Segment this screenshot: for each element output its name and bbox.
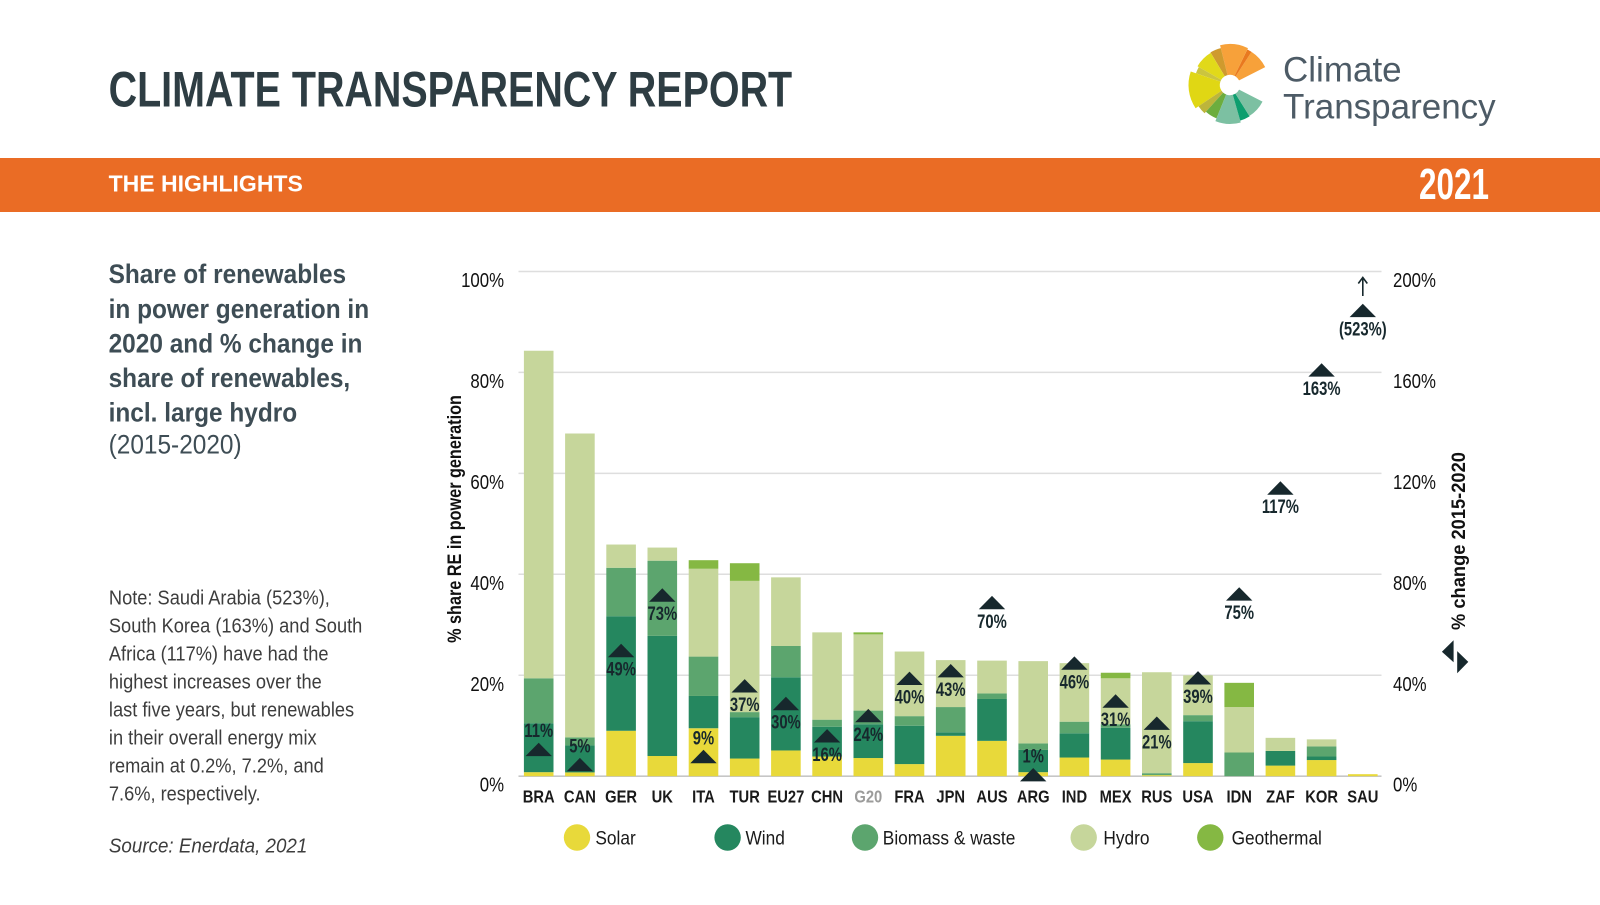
svg-text:Wind: Wind [746, 828, 785, 849]
svg-text:CLIMATE TRANSPARENCY REPORT: CLIMATE TRANSPARENCY REPORT [109, 61, 793, 118]
svg-text:share of renewables,: share of renewables, [109, 364, 351, 393]
svg-text:EU27: EU27 [767, 787, 804, 807]
svg-text:5%: 5% [569, 736, 590, 757]
svg-text:43%: 43% [936, 679, 966, 700]
svg-text:MEX: MEX [1100, 787, 1132, 807]
svg-text:last five years, but renewable: last five years, but renewables [109, 699, 354, 722]
svg-text:BRA: BRA [523, 787, 555, 807]
svg-text:ITA: ITA [692, 787, 715, 807]
svg-text:16%: 16% [812, 744, 842, 765]
svg-text:39%: 39% [1183, 686, 1213, 707]
svg-text:FRA: FRA [894, 787, 924, 807]
svg-text:Transparency: Transparency [1283, 88, 1496, 127]
svg-text:49%: 49% [606, 659, 636, 680]
svg-text:South Korea (163%) and South: South Korea (163%) and South [109, 615, 362, 638]
svg-text:CAN: CAN [564, 787, 596, 807]
svg-text:80%: 80% [1393, 571, 1427, 594]
svg-text:2021: 2021 [1419, 160, 1489, 209]
svg-text:Source: Enerdata, 2021: Source: Enerdata, 2021 [109, 835, 307, 858]
svg-text:(2015-2020): (2015-2020) [109, 430, 242, 459]
svg-text:75%: 75% [1224, 602, 1254, 623]
svg-text:RUS: RUS [1141, 787, 1172, 807]
svg-text:TUR: TUR [730, 787, 760, 807]
svg-text:Hydro: Hydro [1103, 828, 1149, 849]
svg-text:ZAF: ZAF [1266, 787, 1295, 807]
svg-text:7.6%, respectively.: 7.6%, respectively. [109, 783, 261, 806]
svg-text:IND: IND [1062, 787, 1088, 807]
svg-text:200%: 200% [1393, 269, 1436, 292]
svg-text:THE HIGHLIGHTS: THE HIGHLIGHTS [109, 171, 303, 197]
svg-text:40%: 40% [470, 571, 504, 594]
svg-text:in their overall energy mix: in their overall energy mix [109, 727, 317, 750]
svg-text:46%: 46% [1060, 672, 1090, 693]
svg-text:CHN: CHN [811, 787, 843, 807]
svg-text:JPN: JPN [936, 787, 965, 807]
svg-text:Geothermal: Geothermal [1232, 828, 1322, 849]
svg-text:60%: 60% [470, 470, 504, 493]
svg-text:21%: 21% [1142, 732, 1172, 753]
svg-text:(523%): (523%) [1339, 319, 1387, 340]
svg-text:Note: Saudi Arabia (523%),: Note: Saudi Arabia (523%), [109, 587, 330, 610]
svg-text:70%: 70% [977, 611, 1007, 632]
svg-text:Solar: Solar [595, 828, 635, 849]
svg-text:40%: 40% [1393, 672, 1427, 695]
svg-text:KOR: KOR [1305, 787, 1338, 807]
svg-text:73%: 73% [647, 603, 677, 624]
svg-text:in power generation in: in power generation in [109, 295, 370, 324]
svg-text:30%: 30% [771, 712, 801, 733]
svg-text:120%: 120% [1393, 470, 1436, 493]
svg-text:100%: 100% [461, 269, 504, 292]
svg-text:Climate: Climate [1283, 51, 1402, 90]
svg-text:AUS: AUS [976, 787, 1007, 807]
svg-text:Africa (117%) have had the: Africa (117%) have had the [109, 643, 329, 666]
svg-text:2020 and % change in: 2020 and % change in [109, 329, 363, 358]
svg-text:11%: 11% [524, 720, 553, 741]
svg-text:Share of renewables: Share of renewables [109, 260, 347, 289]
svg-text:37%: 37% [730, 694, 760, 715]
svg-text:0%: 0% [480, 773, 504, 796]
svg-text:remain at 0.2%, 7.2%, and: remain at 0.2%, 7.2%, and [109, 755, 324, 778]
svg-text:80%: 80% [470, 369, 504, 392]
svg-text:9%: 9% [693, 728, 714, 749]
svg-text:160%: 160% [1393, 369, 1436, 392]
svg-text:IDN: IDN [1227, 787, 1252, 807]
svg-text:SAU: SAU [1347, 787, 1378, 807]
svg-text:20%: 20% [470, 672, 504, 695]
svg-text:highest increases over the: highest increases over the [109, 671, 322, 694]
svg-text:163%: 163% [1303, 378, 1341, 399]
svg-text:ARG: ARG [1017, 787, 1050, 807]
svg-text:% share RE in power generation: % share RE in power generation [444, 395, 466, 643]
svg-text:GER: GER [605, 787, 637, 807]
svg-text:G20: G20 [854, 787, 882, 807]
svg-text:117%: 117% [1262, 496, 1299, 517]
svg-text:40%: 40% [895, 687, 925, 708]
svg-text:Biomass & waste: Biomass & waste [883, 828, 1016, 849]
svg-text:31%: 31% [1101, 709, 1131, 730]
svg-text:USA: USA [1182, 787, 1213, 807]
svg-text:UK: UK [652, 787, 673, 807]
svg-text:24%: 24% [853, 724, 883, 745]
svg-text:0%: 0% [1393, 773, 1417, 796]
svg-text:incl. large hydro: incl. large hydro [109, 399, 298, 428]
svg-text:1%: 1% [1023, 746, 1044, 767]
svg-text:% change 2015-2020: % change 2015-2020 [1448, 452, 1469, 630]
